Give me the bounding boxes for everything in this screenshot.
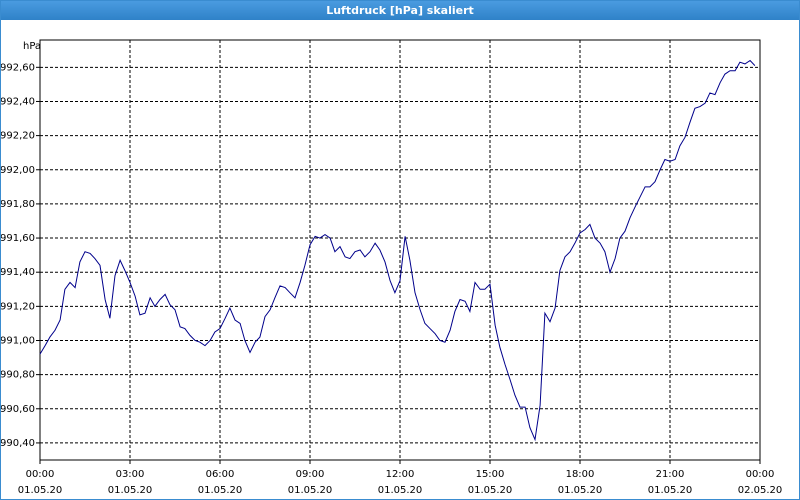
y-tick-label: 990,40 [1,438,35,449]
y-tick-label: 992,20 [1,131,35,142]
y-tick-label: 991,20 [1,301,35,312]
y-tick-label: 992,60 [1,62,35,73]
x-tick-date: 01.05.20 [468,485,513,496]
x-tick-label: 09:00 [296,469,325,480]
x-tick-label: 00:00 [746,469,775,480]
y-tick-label: 991,80 [1,199,35,210]
x-tick-date: 01.05.20 [198,485,243,496]
y-tick-label: 991,40 [1,267,35,278]
y-tick-label: 991,00 [1,335,35,346]
x-tick-label: 12:00 [386,469,415,480]
x-tick-label: 15:00 [476,469,505,480]
y-tick-label: 990,60 [1,404,35,415]
line [39,59,756,442]
x-tick-label: 18:00 [566,469,595,480]
plot-frame [39,39,761,461]
y-tick-label: 992,40 [1,96,35,107]
x-tick-date: 01.05.20 [108,485,153,496]
y-unit: hPa [23,41,41,52]
x-tick-date: 01.05.20 [18,485,63,496]
y-tick-label: 992,00 [1,165,35,176]
x-tick-date: 01.05.20 [558,485,603,496]
y-tick-label: 991,60 [1,233,35,244]
x-tick-date: 01.05.20 [288,485,333,496]
x-tick-label: 03:00 [116,469,145,480]
x-tick-label: 06:00 [206,469,235,480]
x-tick-date: 01.05.20 [378,485,423,496]
window-title: Luftdruck [hPa] skaliert [1,1,799,20]
y-tick-label: 990,80 [1,370,35,381]
x-tick-label: 00:00 [26,469,55,480]
x-tick-date: 02.05.20 [738,485,783,496]
x-tick-label: 21:00 [656,469,685,480]
x-tick-date: 01.05.20 [648,485,693,496]
